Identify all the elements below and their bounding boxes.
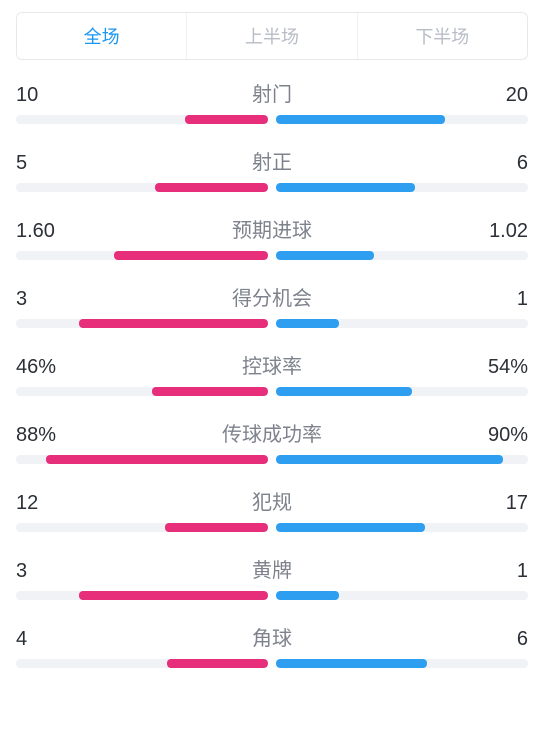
stat-label: 控球率 — [76, 350, 468, 379]
stat-row: 88%传球成功率90% — [16, 418, 528, 464]
home-value: 1.60 — [16, 220, 76, 243]
stat-label: 犯规 — [76, 486, 468, 515]
stats-list: 10射门205射正61.60预期进球1.023得分机会146%控球率54%88%… — [16, 78, 528, 668]
stat-bar — [16, 455, 528, 464]
away-bar-fill — [276, 659, 427, 668]
stat-row: 1.60预期进球1.02 — [16, 214, 528, 260]
home-bar-fill — [165, 523, 268, 532]
stat-label: 黄牌 — [76, 554, 468, 583]
away-bar-fill — [276, 183, 415, 192]
stat-row: 4角球6 — [16, 622, 528, 668]
away-bar-fill — [276, 115, 445, 124]
stat-bar — [16, 387, 528, 396]
stat-label: 射正 — [76, 146, 468, 175]
stat-row: 46%控球率54% — [16, 350, 528, 396]
stat-label: 传球成功率 — [76, 418, 468, 447]
home-value: 5 — [16, 152, 76, 175]
home-value: 46% — [16, 356, 76, 379]
home-value: 4 — [16, 628, 76, 651]
away-value: 20 — [468, 84, 528, 107]
stat-bar — [16, 591, 528, 600]
away-bar-fill — [276, 319, 339, 328]
away-value: 6 — [468, 628, 528, 651]
period-tabs: 全场 上半场 下半场 — [16, 12, 528, 60]
away-value: 54% — [468, 356, 528, 379]
stat-row: 10射门20 — [16, 78, 528, 124]
home-bar-fill — [114, 251, 268, 260]
tab-first-half[interactable]: 上半场 — [186, 13, 356, 59]
tab-full-match[interactable]: 全场 — [17, 13, 186, 59]
away-bar-fill — [276, 387, 412, 396]
tab-second-half[interactable]: 下半场 — [357, 13, 527, 59]
away-bar-fill — [276, 251, 374, 260]
stat-row: 3黄牌1 — [16, 554, 528, 600]
away-value: 17 — [468, 492, 528, 515]
stat-bar — [16, 319, 528, 328]
away-bar-fill — [276, 591, 339, 600]
stat-bar — [16, 251, 528, 260]
home-bar-fill — [155, 183, 268, 192]
home-bar-fill — [46, 455, 268, 464]
away-value: 6 — [468, 152, 528, 175]
home-value: 12 — [16, 492, 76, 515]
home-value: 3 — [16, 560, 76, 583]
away-value: 90% — [468, 424, 528, 447]
away-value: 1 — [468, 288, 528, 311]
stat-label: 射门 — [76, 78, 468, 107]
stat-bar — [16, 659, 528, 668]
stat-label: 角球 — [76, 622, 468, 651]
home-bar-fill — [79, 591, 268, 600]
away-value: 1 — [468, 560, 528, 583]
home-bar-fill — [167, 659, 268, 668]
home-value: 10 — [16, 84, 76, 107]
home-bar-fill — [185, 115, 268, 124]
away-bar-fill — [276, 523, 425, 532]
stat-bar — [16, 523, 528, 532]
stat-bar — [16, 183, 528, 192]
home-value: 3 — [16, 288, 76, 311]
stat-bar — [16, 115, 528, 124]
home-bar-fill — [152, 387, 268, 396]
away-value: 1.02 — [468, 220, 528, 243]
away-bar-fill — [276, 455, 503, 464]
stat-label: 预期进球 — [76, 214, 468, 243]
home-bar-fill — [79, 319, 268, 328]
stat-label: 得分机会 — [76, 282, 468, 311]
stat-row: 5射正6 — [16, 146, 528, 192]
home-value: 88% — [16, 424, 76, 447]
stat-row: 3得分机会1 — [16, 282, 528, 328]
stat-row: 12犯规17 — [16, 486, 528, 532]
